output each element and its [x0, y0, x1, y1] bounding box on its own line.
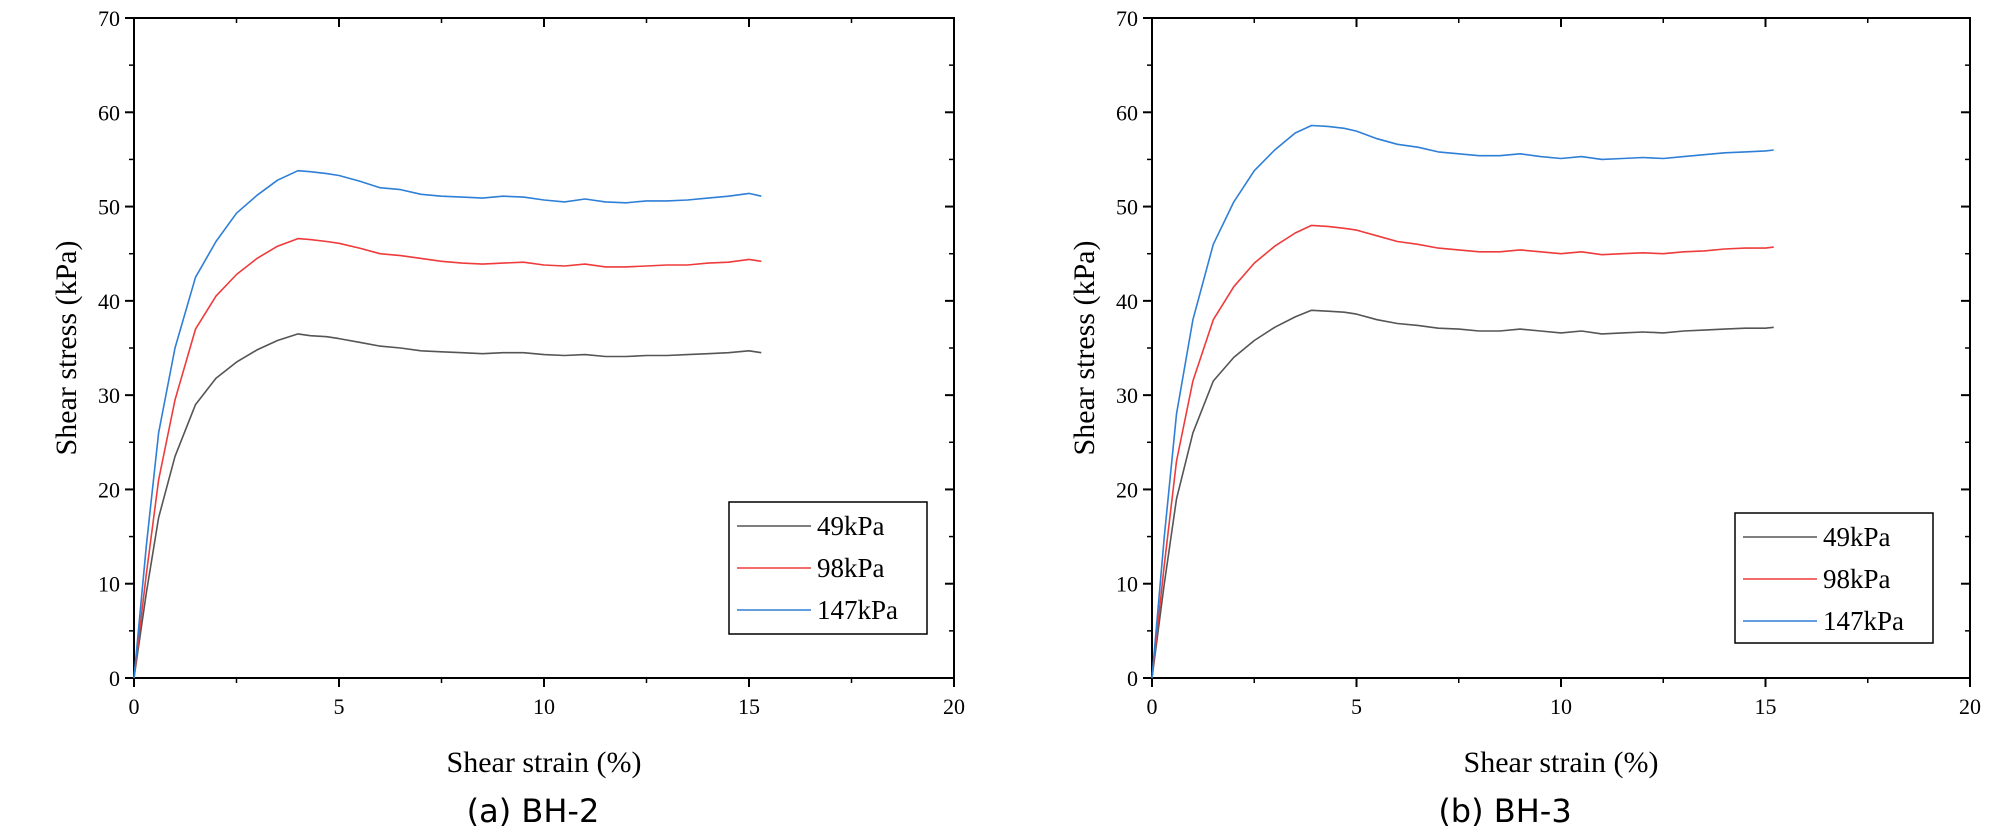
y-tick-label: 50 [98, 195, 120, 220]
y-tick-label: 10 [98, 572, 120, 597]
x-tick-label: 10 [533, 694, 555, 719]
y-tick-label: 10 [1116, 572, 1138, 597]
panel-bh-2: 0 5 10 15 20 0 10 20 30 40 50 60 70 Shear strain (%) S… [50, 6, 965, 830]
x-tick-label: 5 [334, 694, 345, 719]
figure-caption: (a) BH-2 [467, 792, 600, 830]
y-tick-label: 20 [98, 477, 120, 502]
x-tick-label: 10 [1550, 694, 1572, 719]
legend-label: 98kPa [817, 553, 885, 583]
x-tick-label: 0 [129, 694, 140, 719]
x-tick-label: 20 [943, 694, 965, 719]
series-line-49kpa [133, 333, 762, 679]
y-tick-label: 60 [1116, 100, 1138, 125]
legend-label: 147kPa [817, 595, 898, 625]
series-line-147kpa [1151, 124, 1774, 679]
y-tick-label: 70 [1116, 6, 1138, 31]
y-tick-label: 50 [1116, 195, 1138, 220]
series-line-98kpa [133, 237, 762, 679]
x-tick-label: 15 [738, 694, 760, 719]
y-tick-label: 30 [98, 383, 120, 408]
x-axis-title: Shear strain (%) [1464, 746, 1659, 779]
series-line-98kpa [1151, 224, 1774, 679]
legend-label: 49kPa [817, 511, 885, 541]
panel-bh-3: 0 5 10 15 20 0 10 20 30 40 50 60 70 Shear strain (%) S… [1068, 6, 1981, 830]
legend: 49kPa 98kPa 147kPa [728, 501, 928, 635]
y-tick-label: 30 [1116, 383, 1138, 408]
legend: 49kPa 98kPa 147kPa [1734, 512, 1934, 644]
x-tick-label: 20 [1959, 694, 1981, 719]
legend-label: 147kPa [1823, 606, 1904, 636]
y-tick-label: 40 [1116, 289, 1138, 314]
x-axis-title: Shear strain (%) [447, 746, 642, 779]
y-tick-label: 60 [98, 100, 120, 125]
legend-label: 49kPa [1823, 522, 1891, 552]
y-tick-label: 0 [109, 666, 120, 691]
x-tick-label: 0 [1147, 694, 1158, 719]
series-line-147kpa [133, 169, 762, 679]
y-tick-label: 70 [98, 6, 120, 31]
y-axis-title: Shear stress (kPa) [1068, 241, 1101, 456]
y-tick-label: 40 [98, 289, 120, 314]
figure-caption: (b) BH-3 [1438, 792, 1571, 830]
x-tick-label: 5 [1351, 694, 1362, 719]
y-tick-label: 20 [1116, 477, 1138, 502]
y-tick-label: 0 [1127, 666, 1138, 691]
x-tick-label: 15 [1755, 694, 1777, 719]
legend-label: 98kPa [1823, 564, 1891, 594]
y-axis-title: Shear stress (kPa) [50, 241, 83, 456]
series-line-49kpa [1151, 309, 1774, 679]
